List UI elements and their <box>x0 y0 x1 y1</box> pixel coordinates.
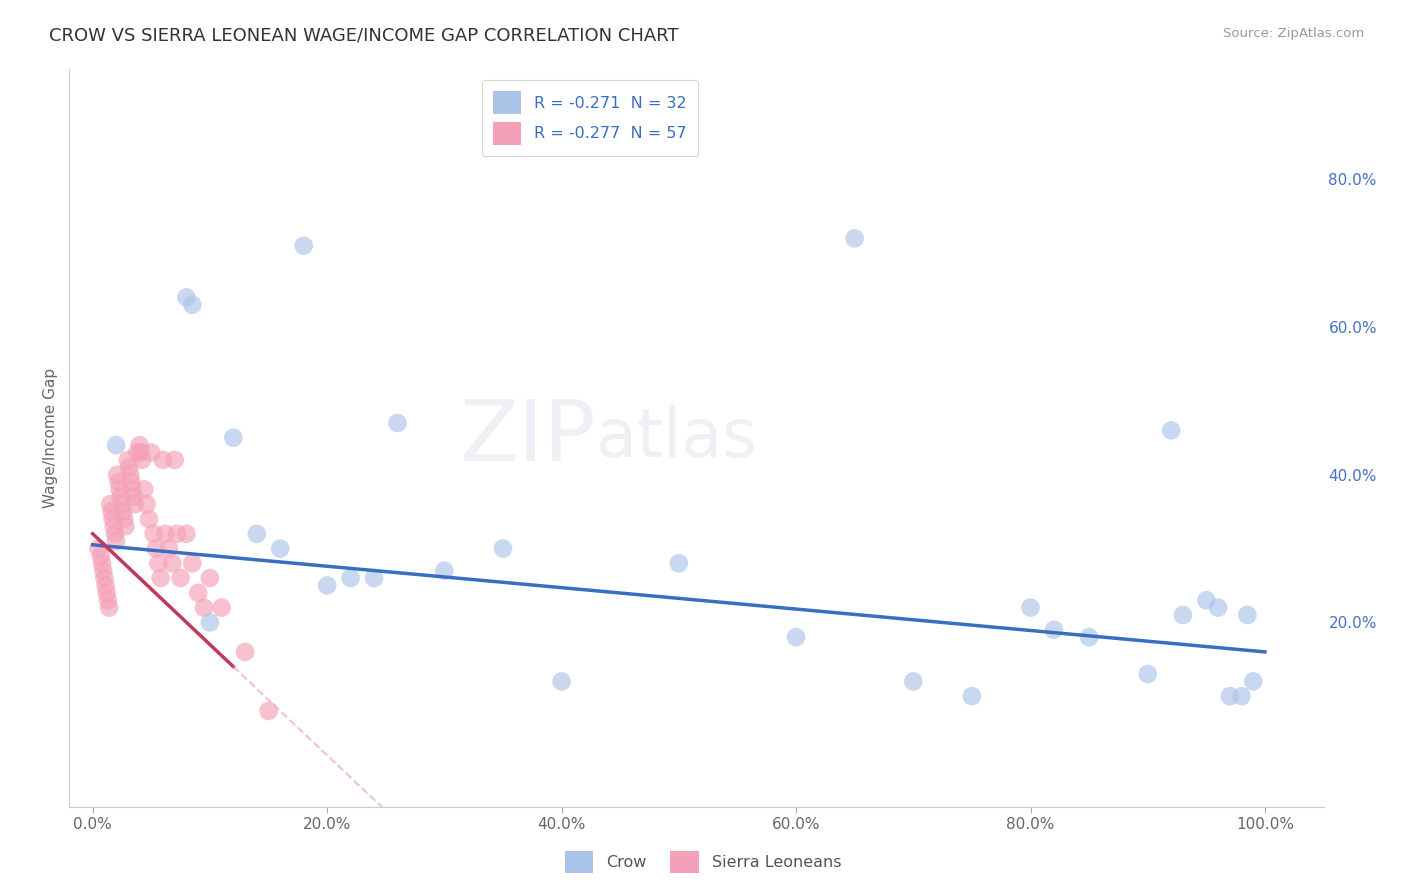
Point <box>176 290 198 304</box>
Point <box>193 600 215 615</box>
Point <box>128 438 150 452</box>
Point <box>98 497 121 511</box>
Point <box>433 564 456 578</box>
Point <box>157 541 180 556</box>
Point <box>844 231 866 245</box>
Point <box>120 475 142 489</box>
Point <box>127 445 149 459</box>
Point <box>135 497 157 511</box>
Point <box>222 431 245 445</box>
Text: CROW VS SIERRA LEONEAN WAGE/INCOME GAP CORRELATION CHART: CROW VS SIERRA LEONEAN WAGE/INCOME GAP C… <box>49 27 679 45</box>
Point <box>339 571 361 585</box>
Point <box>148 556 170 570</box>
Point <box>103 519 125 533</box>
Point <box>198 615 221 630</box>
Point <box>387 416 409 430</box>
Point <box>211 600 233 615</box>
Point <box>138 512 160 526</box>
Point <box>124 497 146 511</box>
Point <box>1171 607 1194 622</box>
Point <box>1019 600 1042 615</box>
Point <box>90 549 112 563</box>
Point <box>94 578 117 592</box>
Point <box>97 593 120 607</box>
Point <box>105 438 128 452</box>
Point <box>149 571 172 585</box>
Point <box>246 526 269 541</box>
Point <box>152 453 174 467</box>
Point <box>104 526 127 541</box>
Point <box>292 239 315 253</box>
Point <box>118 460 141 475</box>
Point <box>96 586 118 600</box>
Point <box>1160 423 1182 437</box>
Point <box>129 445 152 459</box>
Y-axis label: Wage/Income Gap: Wage/Income Gap <box>44 368 58 508</box>
Point <box>166 526 188 541</box>
Point <box>233 645 256 659</box>
Point <box>122 490 145 504</box>
Point <box>903 674 925 689</box>
Point <box>110 490 132 504</box>
Point <box>142 526 165 541</box>
Point <box>98 600 121 615</box>
Point <box>87 541 110 556</box>
Point <box>169 571 191 585</box>
Point <box>101 512 124 526</box>
Point <box>316 578 339 592</box>
Text: atlas: atlas <box>596 405 756 471</box>
Point <box>363 571 385 585</box>
Point <box>492 541 515 556</box>
Point <box>100 505 122 519</box>
Point <box>181 556 204 570</box>
Point <box>111 497 134 511</box>
Point <box>785 630 807 644</box>
Point <box>131 453 153 467</box>
Point <box>105 467 128 482</box>
Point <box>105 534 128 549</box>
Point <box>1241 674 1264 689</box>
Point <box>120 467 142 482</box>
Point <box>162 556 184 570</box>
Point <box>117 453 139 467</box>
Point <box>107 475 129 489</box>
Text: Source: ZipAtlas.com: Source: ZipAtlas.com <box>1223 27 1364 40</box>
Point <box>1219 690 1241 704</box>
Point <box>176 526 198 541</box>
Point <box>134 483 156 497</box>
Point <box>1195 593 1218 607</box>
Point <box>960 690 983 704</box>
Point <box>1230 690 1253 704</box>
Point <box>257 704 280 718</box>
Point <box>668 556 690 570</box>
Legend: Crow, Sierra Leoneans: Crow, Sierra Leoneans <box>558 844 848 880</box>
Point <box>141 445 163 459</box>
Point <box>145 541 167 556</box>
Point <box>163 453 186 467</box>
Point <box>1136 667 1159 681</box>
Point <box>181 298 204 312</box>
Point <box>112 512 135 526</box>
Point <box>91 564 114 578</box>
Point <box>108 483 131 497</box>
Point <box>1206 600 1229 615</box>
Point <box>93 571 115 585</box>
Point <box>187 586 209 600</box>
Point <box>269 541 291 556</box>
Point <box>155 526 177 541</box>
Text: ZIP: ZIP <box>460 396 596 479</box>
Point <box>114 519 136 533</box>
Point <box>1043 623 1066 637</box>
Point <box>121 483 143 497</box>
Point <box>1236 607 1258 622</box>
Point <box>550 674 572 689</box>
Point <box>91 556 114 570</box>
Point <box>1078 630 1101 644</box>
Point <box>112 505 135 519</box>
Legend: R = -0.271  N = 32, R = -0.277  N = 57: R = -0.271 N = 32, R = -0.277 N = 57 <box>481 80 697 156</box>
Point <box>198 571 221 585</box>
